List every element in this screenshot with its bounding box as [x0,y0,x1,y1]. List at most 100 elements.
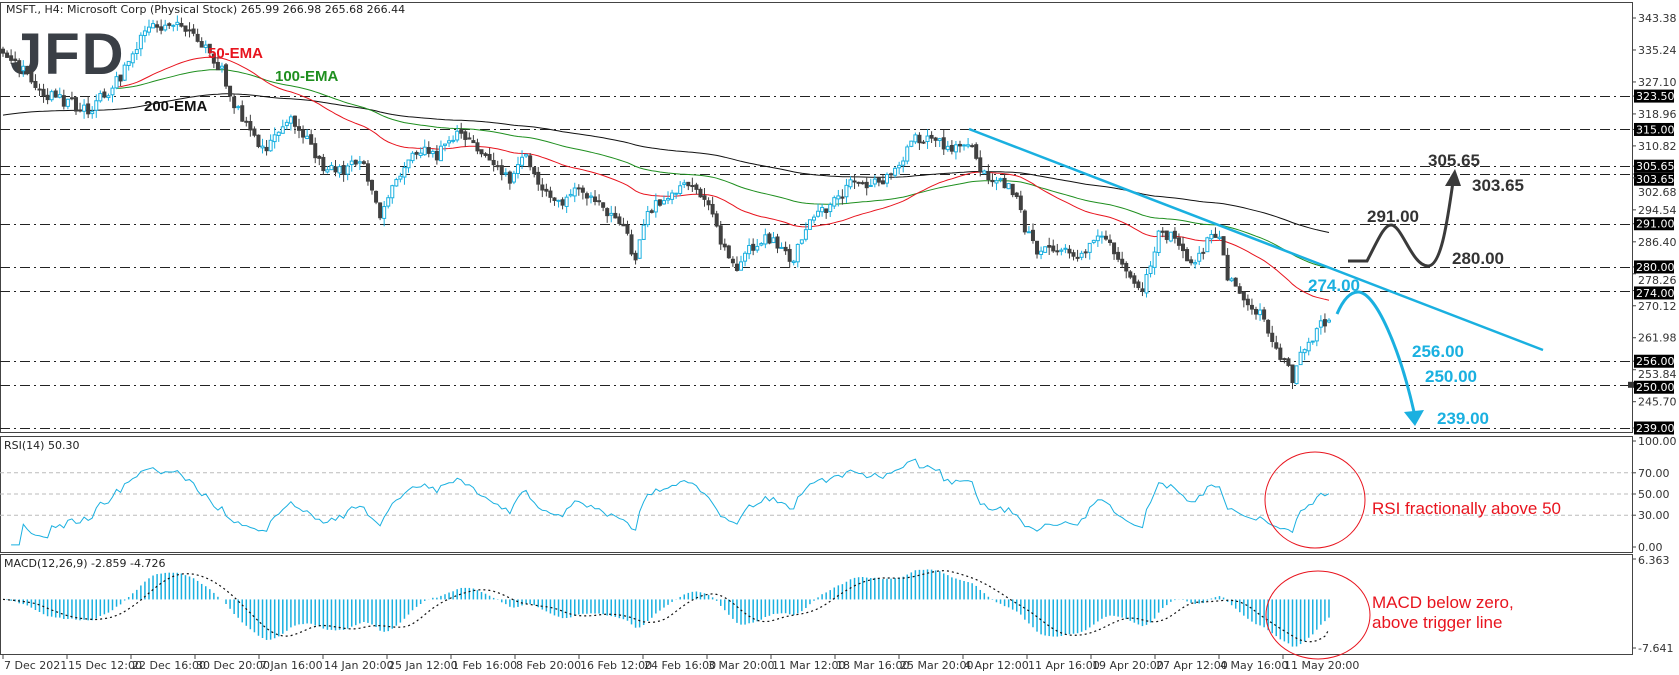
bullish-candle [1306,337,1311,356]
candle-body [1095,235,1100,242]
candle-body [706,200,711,206]
bullish-candle [390,184,395,204]
candle-body [78,109,83,112]
bullish-candle [430,149,435,158]
candle-body [1067,248,1072,254]
bearish-candle [852,174,857,189]
candle-body [1014,192,1019,198]
candle-body [179,22,184,27]
candle-body [953,144,958,153]
bearish-candle [1120,251,1125,268]
bearish-candle [544,183,549,197]
candle-body [994,180,999,184]
candle-body [1140,288,1145,292]
candle-body [57,94,62,98]
candle-body [872,178,877,185]
candle-body [1124,262,1129,272]
bullish-candle [520,150,525,170]
candle-body [236,106,241,109]
bearish-candle [17,58,22,78]
bullish-candle [1039,246,1044,260]
bearish-candle [783,241,788,255]
bearish-candle [37,83,42,97]
bearish-candle [1245,294,1250,311]
bearish-candle [617,213,622,226]
bearish-candle [601,202,606,212]
bullish-candle [832,195,837,210]
time-tick-label: 15 Dec 12:00 [68,659,142,672]
candle-body [102,91,107,98]
macd-panel [0,554,1633,655]
bearish-candle [540,178,545,198]
bearish-candle [195,28,200,43]
bearish-candle [730,256,735,267]
bearish-candle [1322,313,1327,333]
candle-body [410,152,415,162]
candle-body [767,233,772,244]
bullish-candle [455,125,460,143]
candle-body [605,208,610,217]
candle-body [122,64,127,81]
bullish-candle [357,155,362,170]
time-tick-label: 7 Dec 2021 [4,659,67,672]
candle-body [29,71,34,83]
candle-body [288,116,293,124]
bullish-candle [1318,315,1323,335]
candle-body [840,196,845,199]
downtrend-line[interactable] [968,127,1544,352]
bullish-candle [1217,230,1222,241]
rsi-tick-label: 0.00 [1638,541,1663,554]
bearish-candle [1290,364,1295,390]
candle-body [1225,254,1230,281]
bearish-candle [463,129,468,147]
candle-body [1144,274,1149,294]
candle-body [1217,236,1222,239]
candle-body [1290,364,1295,384]
bearish-candle [179,17,184,28]
bullish-candle [447,136,452,147]
candle-body [909,140,914,147]
bullish-candle [280,119,285,134]
bearish-candle [499,159,504,181]
candle-body [1262,309,1267,320]
bearish-candle [536,167,541,191]
bearish-candle [657,199,662,207]
bearish-candle [584,191,589,206]
bearish-candle [9,49,14,64]
candle-body [828,204,833,213]
bullish-candle [1006,182,1011,190]
candle-body [536,171,541,185]
candle-body [803,229,808,240]
bearish-candle [970,143,975,148]
label-291: 291.00 [1367,207,1419,226]
bearish-candle [593,190,598,206]
rsi-tick-label: 50.00 [1638,488,1670,501]
bullish-candle [795,243,800,268]
bearish-candle [483,152,488,158]
candle-body [365,163,370,182]
candle-body [414,151,419,155]
candle-body [1209,234,1214,240]
level-price-badge [1634,159,1674,173]
candle-body [661,200,666,205]
bullish-candle [807,219,812,230]
candle-body [5,52,10,58]
bearish-candle [297,118,302,139]
candle-body [305,135,310,140]
candle-body [1059,249,1064,252]
bearish-candle [252,126,257,138]
candle-body [1128,271,1133,278]
bearish-candle [1083,249,1088,259]
candle-body [524,153,529,157]
bullish-candle [503,168,508,177]
candle-body [568,193,573,197]
bearish-candle [1,46,5,57]
level-price-badge [1634,380,1674,394]
candle-body [1120,258,1125,265]
candle-body [1030,229,1035,242]
candle-body [1176,237,1181,246]
bearish-candle [495,160,500,171]
candle-body [240,105,245,122]
candle-body [1079,252,1084,258]
